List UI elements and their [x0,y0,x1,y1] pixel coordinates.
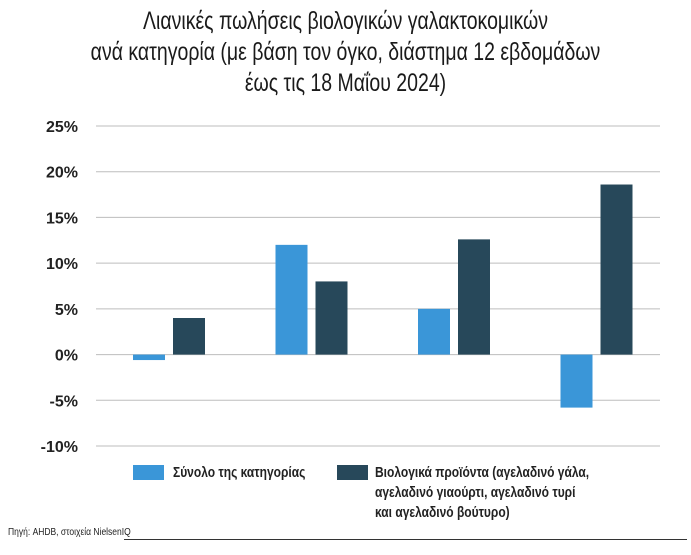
title-line: ανά κατηγορία (με βάση τον όγκο, διάστημ… [90,38,601,66]
y-tick-label: 10% [46,256,78,273]
source-note: Πηγή: AHDB, στοιχεία NielsenIQ [8,527,131,538]
legend-label: Βιολογικά προϊόντα (αγελαδινό γάλα, [375,464,590,481]
y-tick-label: 20% [46,165,78,182]
bar-organic [315,281,348,355]
bar-total [275,244,308,355]
chart-title: Λιανικές πωλήσεις βιολογικών γαλακτοκομι… [0,6,691,99]
legend-item-organic: Βιολογικά προϊόντα (αγελαδινό γάλα, αγελ… [337,463,643,523]
y-tick-label: -10% [41,439,78,456]
bar-total [133,354,165,361]
bar-organic [173,318,205,355]
bar-organic [458,239,490,355]
source-divider [124,539,687,540]
bar-total [418,308,450,355]
legend-label: Σύνολο της κατηγορίας [173,464,306,481]
y-tick-label: 15% [46,210,78,227]
title-line: Λιανικές πωλήσεις βιολογικών γαλακτοκομι… [143,7,548,35]
title-line: έως τις 18 Μαΐου 2024) [244,69,447,97]
legend-label: και αγελαδινό βούτυρο) [375,504,510,521]
y-tick-label: 25% [46,119,78,136]
y-tick-label: 0% [55,348,78,365]
legend-swatch [337,465,368,480]
legend-label: αγελαδινό γιαούρτι, αγελαδινό τυρί [375,484,576,501]
bar-organic [600,184,633,355]
bar-total [560,354,593,408]
y-tick-label: -5% [50,393,78,410]
legend-item-total: Σύνολο της κατηγορίας [133,463,338,483]
y-tick-label: 5% [55,302,78,319]
legend-swatch [133,465,164,480]
